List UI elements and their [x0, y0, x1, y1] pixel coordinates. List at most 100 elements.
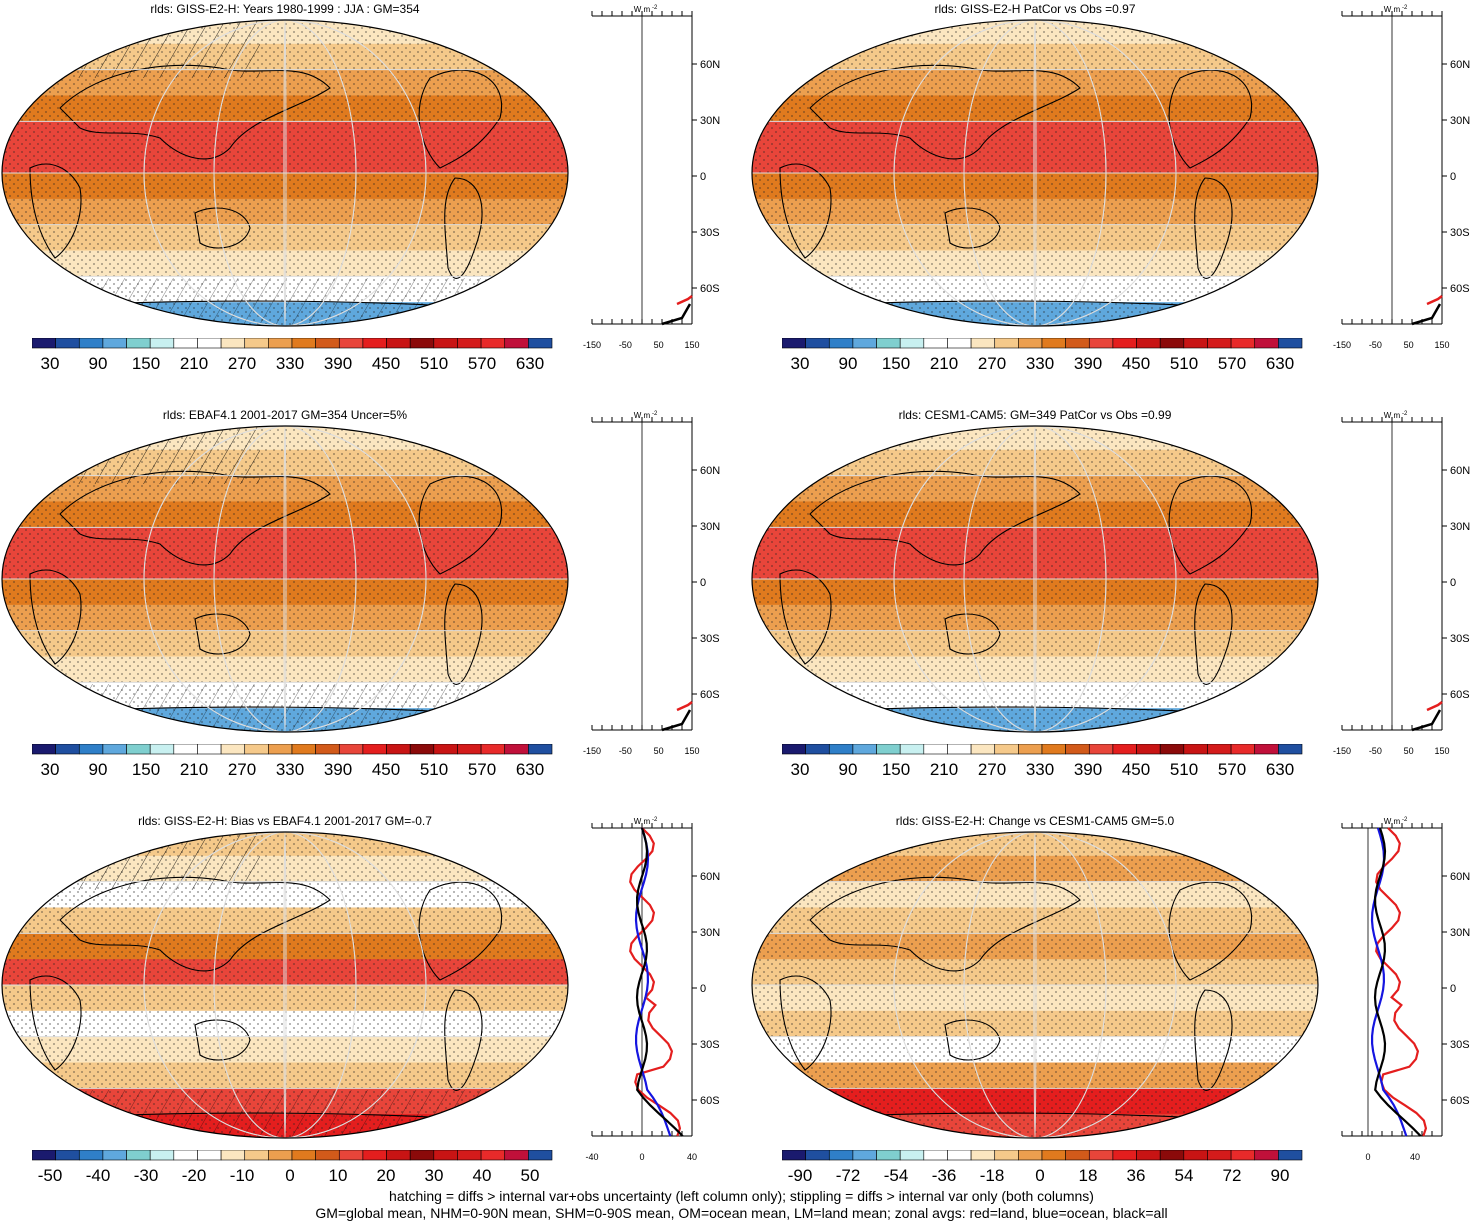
panel-title: rlds: GISS-E2-H: Bias vs EBAF4.1 2001-20… — [138, 814, 432, 828]
map-projection — [751, 831, 1319, 1139]
zonal-lat-label: 60S — [1450, 1095, 1470, 1107]
zonal-mean-plot: W m -2 60N 30N 0 30S 60S -150 -50 50 150 — [1333, 411, 1470, 756]
colorbar-label: -20 — [182, 1166, 207, 1185]
zonal-x-label: 0 — [639, 1152, 644, 1162]
map-panel-1: rlds: GISS-E2-H: Years 1980-1999 : JJA :… — [0, 2, 720, 402]
colorbar-label: 150 — [882, 760, 910, 779]
zonal-x-label: 150 — [684, 746, 699, 756]
colorbar-label: 210 — [930, 760, 958, 779]
colorbar-label: -36 — [932, 1166, 957, 1185]
colorbar: 30 90 150 210 270 330 390 450 510 570 630 — [32, 338, 553, 373]
colorbar-label: 330 — [276, 760, 304, 779]
map-projection — [751, 19, 1319, 327]
colorbar-label: 390 — [1074, 354, 1102, 373]
zonal-mean-plot: W m -2 60N 30N 0 30S 60S -150 -50 50 150 — [583, 411, 720, 756]
footer-note-2: GM=global mean, NHM=0-90N mean, SHM=0-90… — [315, 1205, 1168, 1221]
zonal-lat-label: 60S — [700, 1095, 720, 1107]
zonal-mean-plot: W m -2 60N 30N 0 30S 60S 0 40 — [1341, 817, 1470, 1162]
colorbar-label: 150 — [132, 760, 160, 779]
colorbar-label: 450 — [1122, 354, 1150, 373]
zonal-lat-label: 0 — [700, 577, 706, 589]
colorbar: -90 -72 -54 -36 -18 0 18 36 54 72 90 — [782, 1150, 1303, 1185]
panel-title: rlds: EBAF4.1 2001-2017 GM=354 Uncer=5% — [162, 408, 408, 422]
zonal-lat-label: 0 — [700, 983, 706, 995]
zonal-mean-plot: W m -2 60N 30N 0 30S 60S -40 0 40 — [585, 817, 720, 1162]
panel-title: rlds: CESM1-CAM5: GM=349 PatCor vs Obs =… — [898, 408, 1172, 422]
colorbar-label: 40 — [473, 1166, 492, 1185]
colorbar-label: 90 — [839, 354, 858, 373]
zonal-lat-label: 0 — [1450, 577, 1456, 589]
colorbar-label: 20 — [377, 1166, 396, 1185]
map-projection — [1, 831, 569, 1139]
zonal-lat-label: 30S — [1450, 1039, 1470, 1051]
colorbar-label: 330 — [1026, 760, 1054, 779]
zonal-lat-label: 60N — [1450, 59, 1470, 71]
colorbar-label: 90 — [89, 760, 108, 779]
zonal-x-label: 150 — [1434, 340, 1449, 350]
zonal-lat-label: 60N — [1450, 465, 1470, 477]
map-panel-4: rlds: CESM1-CAM5: GM=349 PatCor vs Obs =… — [750, 408, 1470, 808]
zonal-lat-label: 30S — [700, 227, 720, 239]
map-panel-5: rlds: GISS-E2-H: Bias vs EBAF4.1 2001-20… — [0, 814, 720, 1214]
colorbar-label: 30 — [425, 1166, 444, 1185]
colorbar-label: 90 — [839, 760, 858, 779]
zonal-x-label: 0 — [1365, 1152, 1370, 1162]
zonal-lat-label: 60S — [700, 283, 720, 295]
zonal-x-label: -150 — [1333, 340, 1351, 350]
zonal-x-label: -50 — [619, 340, 632, 350]
colorbar-label: 30 — [41, 354, 60, 373]
zonal-lat-label: 60S — [1450, 689, 1470, 701]
zonal-unit-sup: -2 — [1402, 5, 1408, 11]
colorbar-label: -30 — [134, 1166, 159, 1185]
zonal-x-label: -150 — [583, 746, 601, 756]
zonal-unit: W m — [1384, 411, 1401, 420]
colorbar-label: -90 — [788, 1166, 813, 1185]
zonal-lat-label: 60N — [700, 871, 720, 883]
colorbar: 30 90 150 210 270 330 390 450 510 570 630 — [32, 744, 553, 779]
colorbar-label: 270 — [228, 354, 256, 373]
zonal-unit-sup: -2 — [652, 817, 658, 823]
colorbar-label: 36 — [1127, 1166, 1146, 1185]
colorbar-label: 54 — [1175, 1166, 1194, 1185]
colorbar-label: 210 — [930, 354, 958, 373]
zonal-unit: W m — [1384, 5, 1401, 14]
zonal-x-label: 50 — [654, 746, 664, 756]
zonal-x-label: 50 — [1404, 746, 1414, 756]
zonal-lat-label: 30S — [1450, 227, 1470, 239]
colorbar-label: 630 — [1266, 760, 1294, 779]
colorbar-label: 90 — [89, 354, 108, 373]
colorbar-label: 270 — [228, 760, 256, 779]
zonal-lat-label: 30S — [700, 633, 720, 645]
zonal-x-label: 150 — [1434, 746, 1449, 756]
colorbar-label: 630 — [516, 354, 544, 373]
colorbar-label: 90 — [1271, 1166, 1290, 1185]
colorbar-label: 510 — [420, 354, 448, 373]
zonal-x-label: -40 — [585, 1152, 598, 1162]
map-projection — [1, 19, 569, 327]
colorbar-label: 50 — [521, 1166, 540, 1185]
zonal-lat-label: 0 — [700, 171, 706, 183]
colorbar-label: 510 — [1170, 354, 1198, 373]
zonal-x-label: 150 — [684, 340, 699, 350]
zonal-lat-label: 0 — [1450, 171, 1456, 183]
zonal-mean-plot: W m -2 60N 30N 0 30S 60S -150 -50 50 150 — [1333, 5, 1470, 350]
zonal-lat-label: 60S — [700, 689, 720, 701]
zonal-lat-label: 30S — [1450, 633, 1470, 645]
zonal-unit: W m — [1384, 817, 1401, 826]
colorbar-label: 72 — [1223, 1166, 1242, 1185]
colorbar-label: 570 — [1218, 354, 1246, 373]
map-panel-6: rlds: GISS-E2-H: Change vs CESM1-CAM5 GM… — [750, 814, 1470, 1214]
colorbar: 30 90 150 210 270 330 390 450 510 570 630 — [782, 338, 1303, 373]
zonal-unit-sup: -2 — [652, 411, 658, 417]
colorbar-label: 30 — [791, 354, 810, 373]
zonal-unit: W m — [634, 5, 651, 14]
colorbar-label: -40 — [86, 1166, 111, 1185]
panel-title: rlds: GISS-E2-H: Years 1980-1999 : JJA :… — [150, 2, 420, 16]
colorbar-label: 150 — [132, 354, 160, 373]
zonal-lat-label: 30N — [1450, 115, 1470, 127]
zonal-lat-label: 30N — [700, 115, 720, 127]
colorbar-label: 570 — [468, 354, 496, 373]
colorbar-label: 270 — [978, 354, 1006, 373]
map-projection — [1, 425, 569, 733]
zonal-x-label: 40 — [687, 1152, 697, 1162]
